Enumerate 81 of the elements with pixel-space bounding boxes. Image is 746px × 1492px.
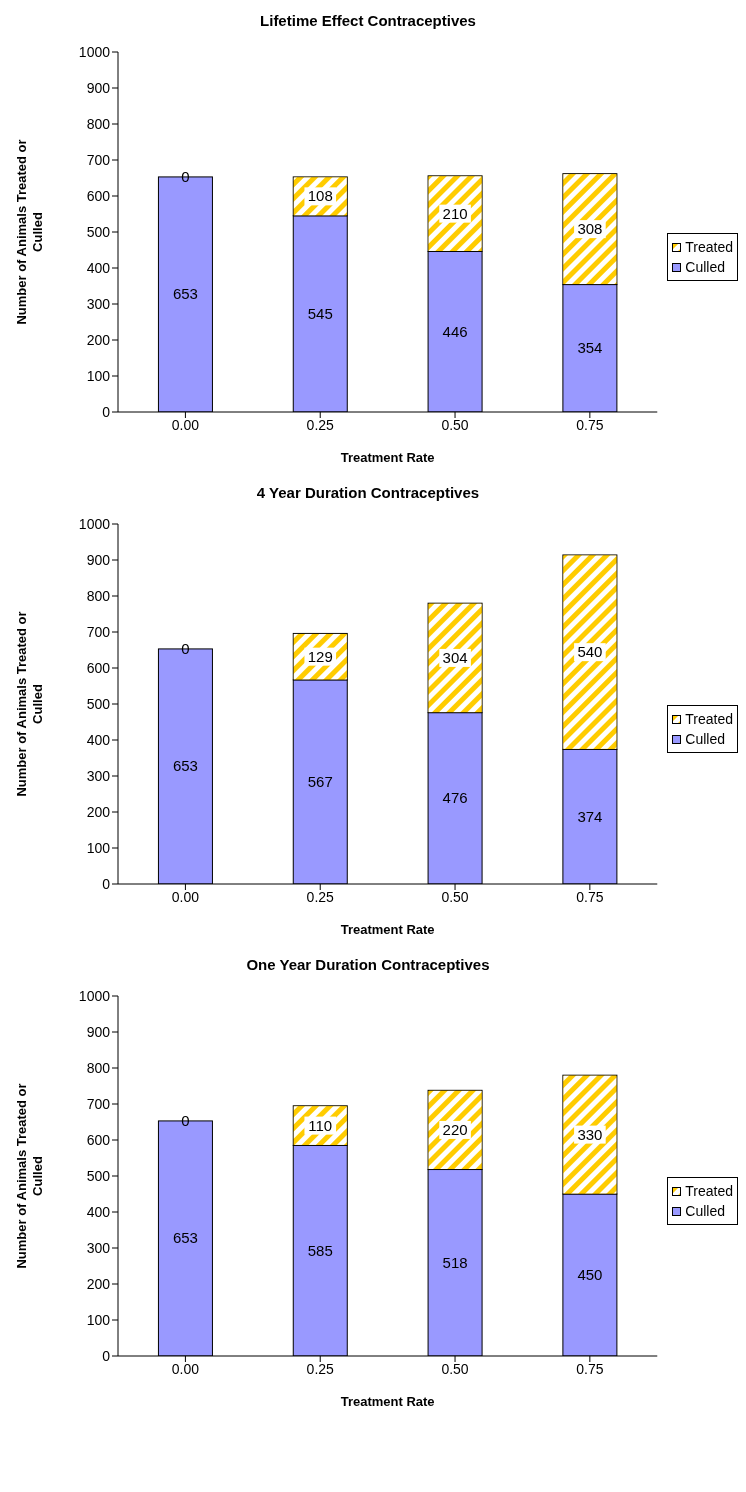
y-tick-label: 600 bbox=[86, 187, 111, 204]
x-axis-title: Treatment Rate bbox=[340, 1394, 435, 1409]
y-tick-label: 500 bbox=[86, 223, 111, 240]
y-tick-label: 700 bbox=[86, 151, 111, 168]
legend-label: Treated bbox=[685, 1182, 733, 1201]
legend-label: Treated bbox=[685, 710, 733, 729]
y-tick-label: 300 bbox=[86, 1239, 111, 1256]
y-tick-label: 900 bbox=[86, 1023, 111, 1040]
x-tick-label: 0.50 bbox=[441, 1360, 469, 1377]
data-label: 545 bbox=[307, 304, 333, 322]
y-tick-label: 800 bbox=[86, 115, 111, 132]
y-tick-label: 0 bbox=[102, 403, 111, 420]
data-label: 518 bbox=[442, 1253, 468, 1271]
data-label: 653 bbox=[172, 285, 198, 303]
y-tick-label: 1000 bbox=[78, 515, 111, 532]
x-tick-label: 0.25 bbox=[306, 888, 335, 905]
y-tick-label: 900 bbox=[86, 79, 111, 96]
x-axis-title: Treatment Rate bbox=[340, 450, 435, 465]
chart-title: 4 Year Duration Contraceptives bbox=[255, 484, 481, 503]
y-tick-label: 700 bbox=[86, 1095, 111, 1112]
data-label: 308 bbox=[577, 220, 603, 238]
data-label: 567 bbox=[307, 772, 333, 790]
data-label: 446 bbox=[442, 322, 468, 340]
x-tick-label: 0.75 bbox=[576, 888, 604, 905]
data-label: 108 bbox=[307, 187, 333, 205]
y-tick-label: 700 bbox=[86, 623, 111, 640]
data-label: 476 bbox=[442, 789, 468, 807]
y-tick-label: 0 bbox=[102, 875, 111, 892]
legend-label: Culled bbox=[685, 258, 725, 277]
chart-title: Lifetime Effect Contraceptives bbox=[259, 12, 477, 31]
legend-label: Treated bbox=[685, 238, 733, 257]
data-label: 330 bbox=[577, 1125, 603, 1143]
x-tick-label: 0.25 bbox=[306, 1360, 335, 1377]
y-axis-title: Number of Animals Treated or Culled bbox=[14, 139, 45, 325]
data-label: 374 bbox=[577, 807, 603, 825]
y-tick-label: 200 bbox=[86, 331, 111, 348]
y-tick-label: 300 bbox=[86, 767, 111, 784]
y-tick-label: 800 bbox=[86, 587, 111, 604]
x-tick-label: 0.75 bbox=[576, 1360, 604, 1377]
data-label: 210 bbox=[442, 204, 468, 222]
data-label: 585 bbox=[307, 1241, 333, 1259]
data-label: 653 bbox=[172, 1229, 198, 1247]
x-tick-label: 0.50 bbox=[441, 416, 469, 433]
x-tick-label: 0.25 bbox=[306, 416, 335, 433]
data-label: 450 bbox=[577, 1266, 603, 1283]
data-label: 220 bbox=[442, 1120, 468, 1138]
x-axis-title: Treatment Rate bbox=[340, 922, 435, 937]
y-tick-label: 800 bbox=[86, 1059, 111, 1076]
data-label: 653 bbox=[172, 757, 198, 775]
x-tick-label: 0.00 bbox=[171, 416, 200, 433]
y-tick-label: 600 bbox=[86, 659, 111, 676]
y-tick-label: 100 bbox=[86, 839, 111, 856]
y-axis-title: Number of Animals Treated or Culled bbox=[14, 611, 45, 797]
data-label: 110 bbox=[308, 1116, 333, 1134]
chart-title: One Year Duration Contraceptives bbox=[245, 956, 491, 975]
y-tick-label: 100 bbox=[86, 1311, 111, 1328]
data-label: 304 bbox=[442, 648, 468, 666]
x-tick-label: 0.50 bbox=[441, 888, 469, 905]
y-tick-label: 200 bbox=[86, 1275, 111, 1292]
data-label: 540 bbox=[577, 643, 603, 661]
y-tick-label: 0 bbox=[102, 1347, 111, 1364]
y-tick-label: 500 bbox=[86, 1167, 111, 1184]
y-tick-label: 1000 bbox=[78, 43, 111, 60]
y-tick-label: 900 bbox=[86, 551, 111, 568]
y-tick-label: 400 bbox=[86, 731, 111, 748]
legend-label: Culled bbox=[685, 1202, 725, 1221]
data-label: 129 bbox=[307, 647, 333, 665]
y-tick-label: 200 bbox=[86, 803, 111, 820]
y-tick-label: 1000 bbox=[78, 987, 111, 1004]
y-tick-label: 400 bbox=[86, 259, 111, 276]
x-tick-label: 0.00 bbox=[171, 888, 200, 905]
data-label: 354 bbox=[577, 339, 603, 357]
x-tick-label: 0.75 bbox=[576, 416, 604, 433]
y-tick-label: 600 bbox=[86, 1131, 111, 1148]
y-tick-label: 500 bbox=[86, 695, 111, 712]
y-tick-label: 400 bbox=[86, 1203, 111, 1220]
x-tick-label: 0.00 bbox=[171, 1360, 200, 1377]
y-tick-label: 100 bbox=[86, 367, 111, 384]
y-tick-label: 300 bbox=[86, 295, 111, 312]
y-axis-title: Number of Animals Treated or Culled bbox=[14, 1083, 45, 1269]
legend-label: Culled bbox=[685, 730, 725, 749]
